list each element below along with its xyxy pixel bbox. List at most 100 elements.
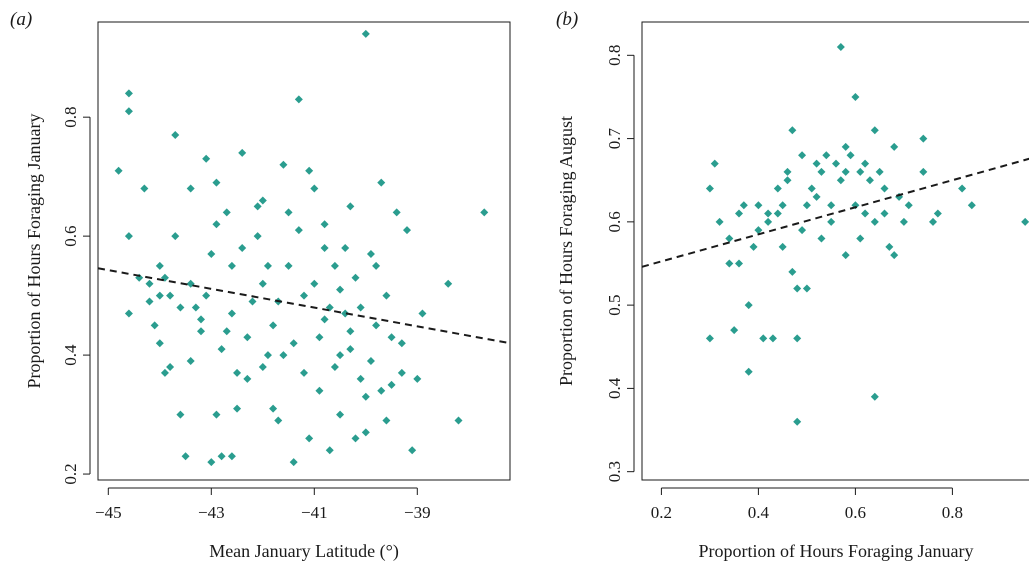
data-point <box>899 217 908 226</box>
data-point <box>150 321 159 330</box>
data-point <box>397 368 406 377</box>
data-point <box>207 458 216 467</box>
panel-label: (a) <box>10 9 32 30</box>
trend-line <box>97 267 511 345</box>
data-point <box>289 339 298 348</box>
data-point <box>817 234 826 243</box>
data-point <box>870 126 879 135</box>
data-point <box>227 261 236 270</box>
data-point <box>155 291 164 300</box>
data-point <box>444 279 453 288</box>
data-point <box>793 334 802 343</box>
data-point <box>238 244 247 253</box>
data-point <box>315 386 324 395</box>
data-point <box>764 209 773 218</box>
data-point <box>480 208 489 217</box>
y-tick-label: 0.7 <box>605 127 624 149</box>
data-point <box>783 167 792 176</box>
data-point <box>744 367 753 376</box>
data-point <box>191 303 200 312</box>
data-point <box>841 251 850 260</box>
data-point <box>788 267 797 276</box>
data-point <box>725 234 734 243</box>
data-point <box>710 159 719 168</box>
data-point <box>222 208 231 217</box>
data-point <box>812 192 821 201</box>
data-point <box>212 410 221 419</box>
data-point <box>793 417 802 426</box>
data-point <box>212 178 221 187</box>
data-point <box>155 261 164 270</box>
data-point <box>320 244 329 253</box>
panel-label: (b) <box>556 9 578 30</box>
data-point <box>802 201 811 210</box>
data-point <box>212 220 221 229</box>
data-point <box>754 201 763 210</box>
data-point <box>341 244 350 253</box>
y-tick-label: 0.3 <box>605 461 624 482</box>
data-point <box>454 416 463 425</box>
data-point <box>802 284 811 293</box>
y-tick-label: 0.2 <box>61 463 80 484</box>
panel-b: 0.2 0.4 0.6 0.8 0.3 0.4 0.5 0.6 0.7 0.8 Proportion… <box>556 9 1029 561</box>
x-axis-title: Proportion of Hours Foraging January <box>699 541 974 561</box>
data-point <box>227 309 236 318</box>
x-tick-label: 0.8 <box>942 503 963 522</box>
data-point <box>238 148 247 157</box>
data-point <box>186 184 195 193</box>
data-point <box>870 217 879 226</box>
data-point <box>315 333 324 342</box>
data-point <box>967 201 976 210</box>
data-point <box>305 434 314 443</box>
data-point <box>798 226 807 235</box>
x-tick-label: 0.6 <box>845 503 866 522</box>
data-point <box>744 301 753 310</box>
data-point <box>827 217 836 226</box>
panel-a: −45 −43 −41 −39 0.2 0.4 0.6 0.8 Mean January Lat… <box>10 9 511 562</box>
y-tick-label: 0.6 <box>61 226 80 247</box>
data-point <box>890 142 899 151</box>
data-point <box>827 201 836 210</box>
data-point <box>243 333 252 342</box>
data-point <box>372 261 381 270</box>
data-point <box>186 357 195 366</box>
y-axis-title: Proportion of Hours Foraging January <box>24 114 44 389</box>
data-point <box>289 458 298 467</box>
x-tick-label: −39 <box>404 503 431 522</box>
data-point <box>124 232 133 241</box>
data-point <box>176 410 185 419</box>
x-tick-label: 0.4 <box>748 503 770 522</box>
data-point <box>929 217 937 226</box>
data-point <box>279 160 288 169</box>
data-point <box>807 184 816 193</box>
data-point <box>160 368 169 377</box>
data-point <box>325 446 334 455</box>
data-point <box>812 159 821 168</box>
data-point <box>919 167 928 176</box>
data-point <box>865 176 874 185</box>
data-point <box>759 334 768 343</box>
data-point <box>233 368 242 377</box>
data-point <box>202 291 211 300</box>
data-point <box>739 201 748 210</box>
data-point <box>768 334 777 343</box>
data-point <box>933 209 942 218</box>
data-point <box>880 184 889 193</box>
data-point <box>725 259 734 268</box>
data-point <box>217 345 226 354</box>
data-point <box>749 242 758 251</box>
plot-frame <box>641 21 1029 481</box>
data-point <box>263 351 272 360</box>
data-point <box>310 279 319 288</box>
data-point <box>366 249 375 258</box>
data-point <box>841 167 850 176</box>
data-point <box>861 209 870 218</box>
data-point <box>817 167 826 176</box>
x-tick-label: −41 <box>301 503 328 522</box>
data-point <box>793 284 802 293</box>
data-point <box>377 386 386 395</box>
data-point <box>124 309 133 318</box>
data-point <box>730 326 739 335</box>
data-point <box>705 184 714 193</box>
data-point <box>217 452 226 461</box>
